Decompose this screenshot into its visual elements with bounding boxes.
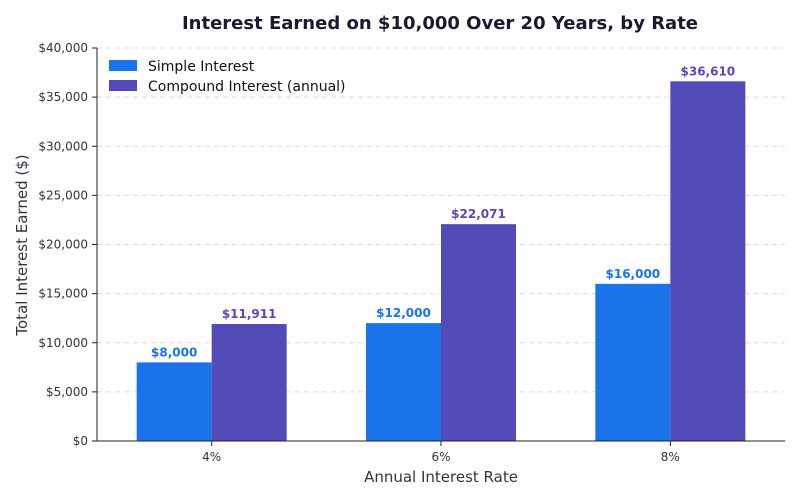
bar-simple-1 (366, 323, 441, 441)
data-label: $36,610 (681, 64, 736, 78)
data-label: $8,000 (151, 345, 197, 359)
x-ticks: 4% 6% 8% (202, 441, 680, 464)
data-label: $16,000 (606, 267, 661, 281)
y-tick-label: $35,000 (38, 90, 88, 104)
data-labels: $8,000 $11,911 $12,000 $22,071 $16,000 $36,61… (151, 64, 735, 359)
legend-swatch (109, 60, 137, 71)
bar-simple-0 (136, 362, 212, 441)
y-tick-label: $25,000 (38, 188, 88, 202)
bar-compound-0 (211, 323, 287, 441)
y-tick-label: $20,000 (38, 238, 88, 252)
y-tick-label: $30,000 (38, 139, 88, 153)
y-tick-label: $40,000 (38, 41, 88, 55)
x-tick-label: 8% (661, 450, 680, 464)
data-label: $11,911 (222, 307, 277, 321)
x-axis-label: Annual Interest Rate (364, 468, 518, 486)
legend-label: Compound Interest (annual) (148, 79, 346, 95)
data-label: $22,071 (451, 207, 506, 221)
data-label: $12,000 (376, 306, 431, 320)
bar-compound-2 (670, 81, 746, 441)
y-tick-label: $10,000 (38, 336, 88, 350)
y-axis-label: Total Interest Earned ($) (13, 154, 31, 336)
legend-swatch (109, 80, 137, 91)
y-ticks: $0 $5,000 $10,000 $15,000 $20,000 $25,000 $30,… (38, 41, 97, 448)
y-tick-label: $5,000 (46, 385, 88, 399)
y-tick-label: $15,000 (38, 287, 88, 301)
bar-compound-1 (441, 224, 516, 441)
x-tick-label: 4% (202, 450, 221, 464)
y-tick-label: $0 (73, 434, 88, 448)
bars (136, 81, 746, 441)
legend: Simple Interest Compound Interest (annual… (109, 59, 346, 95)
chart-title: Interest Earned on $10,000 Over 20 Years… (182, 13, 698, 34)
x-tick-label: 6% (431, 450, 450, 464)
bar-simple-2 (595, 283, 671, 441)
legend-label: Simple Interest (148, 59, 255, 75)
